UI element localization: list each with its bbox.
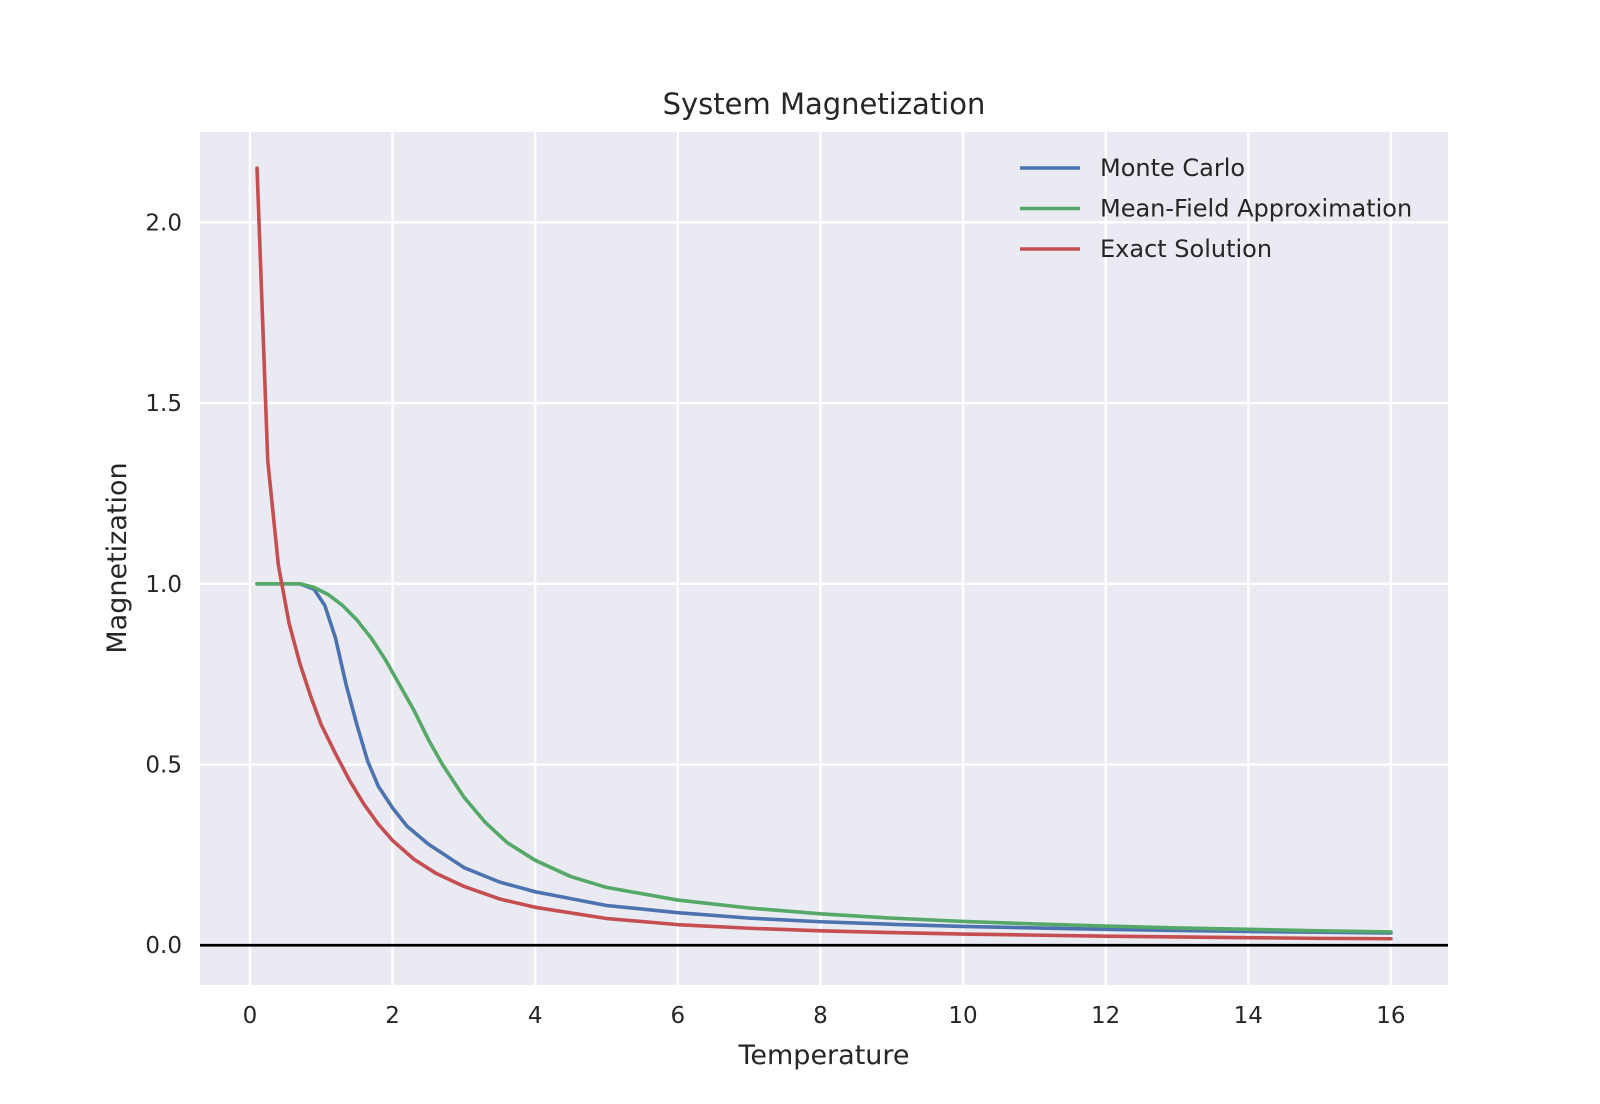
x-tick-label: 10 xyxy=(948,1003,977,1029)
legend-label-monte-carlo: Monte Carlo xyxy=(1100,154,1245,182)
x-tick-label: 2 xyxy=(385,1003,400,1029)
legend: Monte Carlo Mean-Field Approximation Exact… xyxy=(1020,154,1412,263)
grid xyxy=(200,132,1448,985)
series-line-mean-field-approximation xyxy=(255,581,1393,934)
y-tick-label: 2.0 xyxy=(145,210,182,236)
y-axis-label: Magnetization xyxy=(102,462,133,653)
y-tick-label: 1.5 xyxy=(145,391,182,417)
chart-title: System Magnetization xyxy=(663,87,986,121)
x-tick-label: 6 xyxy=(670,1003,685,1029)
plot-area xyxy=(200,132,1448,985)
x-tick-label: 16 xyxy=(1376,1003,1405,1029)
x-tick-label: 14 xyxy=(1234,1003,1263,1029)
series-line-monte-carlo xyxy=(255,581,1393,935)
x-axis-label: Temperature xyxy=(737,1040,909,1071)
series-lines xyxy=(255,166,1393,941)
x-tick-label: 12 xyxy=(1091,1003,1120,1029)
legend-label-mean-field-approximation: Mean-Field Approximation xyxy=(1100,195,1412,223)
y-tick-label: 0.5 xyxy=(145,753,182,779)
y-tick-label: 1.0 xyxy=(145,572,182,598)
x-tick-label: 0 xyxy=(243,1003,258,1029)
tick-labels: 0 2 4 6 8 10 12 14 16 0.0 0.5 1.0 1.5 2.0 xyxy=(145,210,1405,1029)
x-tick-label: 8 xyxy=(813,1003,828,1029)
legend-label-exact-solution: Exact Solution xyxy=(1100,235,1272,263)
series-line-exact-solution xyxy=(255,166,1393,941)
x-tick-label: 4 xyxy=(528,1003,543,1029)
y-tick-label: 0.0 xyxy=(145,933,182,959)
